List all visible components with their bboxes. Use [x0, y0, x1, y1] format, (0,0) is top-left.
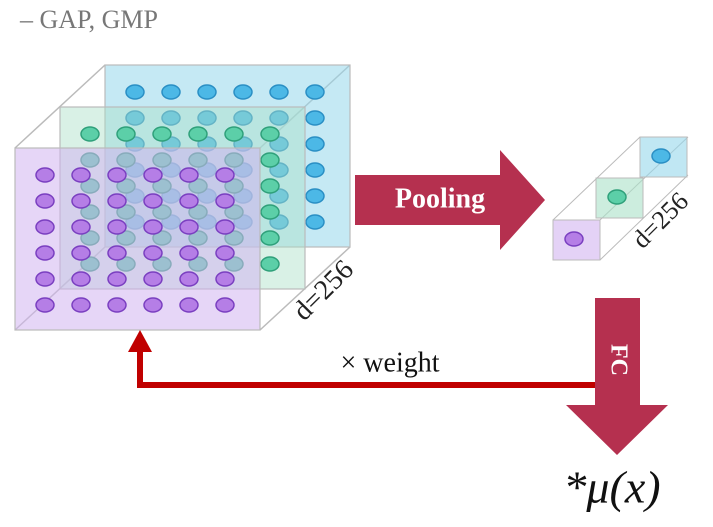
feature-dot: [216, 194, 234, 208]
feature-dot: [180, 194, 198, 208]
pooling-label: Pooling: [395, 183, 485, 214]
feature-dot: [144, 272, 162, 286]
feature-dot: [36, 298, 54, 312]
feature-dot: [198, 85, 216, 99]
feature-dot: [72, 194, 90, 208]
feature-dot: [180, 272, 198, 286]
feature-dot: [261, 153, 279, 167]
feature-dot: [306, 189, 324, 203]
feature-dot: [36, 220, 54, 234]
feature-dot: [216, 168, 234, 182]
weight-label: × weight: [341, 347, 440, 378]
feature-dot: [225, 127, 243, 141]
feature-dot: [162, 85, 180, 99]
feature-dot: [261, 205, 279, 219]
feature-dot: [180, 246, 198, 260]
feature-dot: [108, 246, 126, 260]
feature-dot: [216, 298, 234, 312]
feature-dot: [36, 194, 54, 208]
feature-dot: [261, 257, 279, 271]
feature-dot: [81, 127, 99, 141]
feature-dot: [306, 111, 324, 125]
fc-arrow: [566, 298, 668, 455]
feature-dot: [108, 220, 126, 234]
feature-dot: [180, 168, 198, 182]
feature-dot: [261, 127, 279, 141]
feature-dot: [216, 246, 234, 260]
feature-dot: [108, 194, 126, 208]
feature-dot: [36, 272, 54, 286]
feature-dot: [306, 163, 324, 177]
weight-arrowhead: [128, 330, 152, 352]
pooled-dot: [565, 232, 583, 246]
feature-dot: [36, 168, 54, 182]
feature-dot: [72, 220, 90, 234]
feature-dot: [306, 137, 324, 151]
feature-dot: [36, 246, 54, 260]
feature-dot: [144, 168, 162, 182]
feature-dot: [234, 85, 252, 99]
feature-cube: [15, 65, 350, 330]
feature-dot: [72, 246, 90, 260]
pooled-dot: [652, 149, 670, 163]
feature-dot: [261, 179, 279, 193]
feature-dot: [108, 272, 126, 286]
feature-dot: [108, 168, 126, 182]
feature-dot: [144, 194, 162, 208]
feature-dot: [72, 168, 90, 182]
feature-dot: [189, 127, 207, 141]
feature-dot: [216, 220, 234, 234]
feature-dot: [306, 215, 324, 229]
feature-dot: [144, 246, 162, 260]
title: – GAP, GMP: [19, 5, 158, 34]
feature-dot: [72, 272, 90, 286]
diagram: – GAP, GMP Pooling d=256 d=256 × weight …: [0, 0, 713, 527]
feature-dot: [180, 220, 198, 234]
feature-dot: [216, 272, 234, 286]
feature-dot: [270, 85, 288, 99]
feature-dot: [261, 231, 279, 245]
feature-dot: [126, 85, 144, 99]
feature-dot: [144, 298, 162, 312]
fc-label: FC: [605, 344, 631, 376]
feature-dot: [180, 298, 198, 312]
feature-dot: [72, 298, 90, 312]
pooled-dot: [608, 190, 626, 204]
feature-dot: [108, 298, 126, 312]
feature-dot: [117, 127, 135, 141]
feature-dot: [306, 85, 324, 99]
output-label: *μ(x): [563, 462, 660, 513]
feature-dot: [153, 127, 171, 141]
feature-dot: [144, 220, 162, 234]
